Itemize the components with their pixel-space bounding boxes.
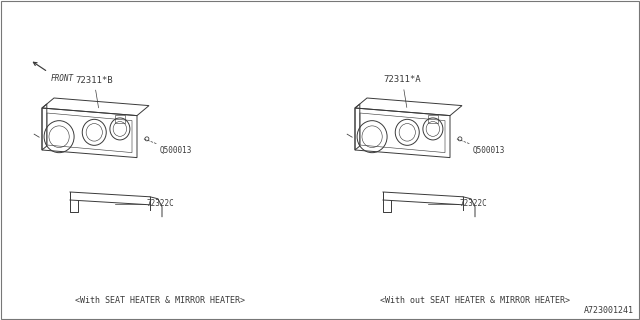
Text: Q500013: Q500013 <box>160 146 192 155</box>
Ellipse shape <box>145 137 149 141</box>
Text: 72311*B: 72311*B <box>75 76 113 108</box>
Text: <With out SEAT HEATER & MIRROR HEATER>: <With out SEAT HEATER & MIRROR HEATER> <box>380 296 570 305</box>
Text: 72322C: 72322C <box>459 199 487 209</box>
Text: Q500013: Q500013 <box>473 146 505 155</box>
Text: <With SEAT HEATER & MIRROR HEATER>: <With SEAT HEATER & MIRROR HEATER> <box>75 296 245 305</box>
Text: 72322C: 72322C <box>146 199 173 209</box>
Text: A723001241: A723001241 <box>584 306 634 315</box>
Ellipse shape <box>458 137 462 141</box>
Text: 72311*A: 72311*A <box>383 75 421 108</box>
Text: FRONT: FRONT <box>51 74 74 83</box>
